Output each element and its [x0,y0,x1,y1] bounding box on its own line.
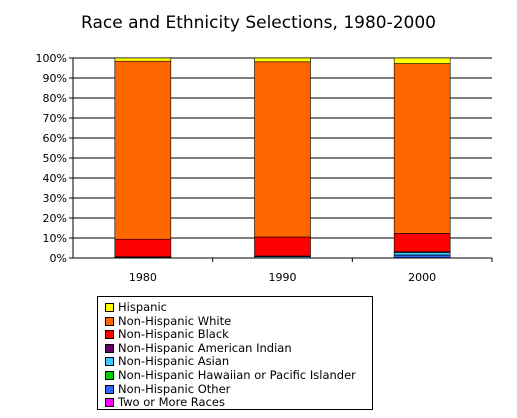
bar-segment [114,57,172,62]
plot-area: 0%10%20%30%40%50%60%70%80%90%100% 1980 19… [36,52,493,284]
legend-swatch [105,316,114,326]
legend-swatch [105,371,114,380]
legend-item: Two or More Races [105,396,225,409]
y-tick-label: 80% [43,92,67,105]
legend-item: Non-Hispanic Hawaiian or Pacific Islande… [105,369,356,382]
legend-swatch [105,398,114,408]
bar-segment [393,254,451,258]
bars [114,57,451,259]
bar-segment [254,57,311,63]
y-tick-label: 40% [43,172,67,185]
bar-segment [393,252,451,256]
legend-label: Non-Hispanic White [118,313,232,328]
y-tick-label: 30% [43,192,67,205]
y-axis-ticks: 0% 10% 20% 30% 40% 50% 60% 70% 80% 90% 100% [36,52,73,265]
axes [72,58,492,259]
x-tick-label: 1990 [269,271,297,284]
legend-swatch [105,303,114,312]
y-tick-label: 0% [50,252,67,265]
y-tick-label: 50% [43,152,67,165]
y-tick-label: 20% [43,212,67,225]
legend-label: Non-Hispanic Hawaiian or Pacific Islande… [118,368,356,382]
bar-segment [114,238,172,258]
bar-segment [393,57,451,64]
legend-item: Non-Hispanic Black [105,328,229,341]
legend-label: Non-Hispanic American Indian [118,340,292,355]
legend-label: Non-Hispanic Black [118,327,229,342]
bar-segment [393,63,451,234]
legend-item: Non-Hispanic White [105,313,232,328]
y-tick-label: 70% [43,112,67,125]
bar-segment [393,233,451,253]
legend-item: Non-Hispanic Other [105,381,231,396]
legend-item: Non-Hispanic American Indian [105,340,292,355]
legend-swatch [105,384,114,394]
y-tick-label: 90% [43,72,67,85]
legend-swatch [105,357,114,367]
chart-title: Race and Ethnicity Selections, 1980-2000 [81,13,436,33]
x-tick-label: 2000 [408,271,436,284]
y-tick-label: 60% [43,132,67,145]
legend-item: Hispanic [105,301,167,314]
legend-swatch [105,343,114,353]
bar-segment [114,60,172,240]
legend-item: Non-Hispanic Asian [105,355,229,368]
legend-label: Hispanic [118,300,167,314]
y-tick-label: 10% [43,232,67,245]
bar-segment [254,61,311,238]
legend-label: Non-Hispanic Asian [118,354,230,369]
x-tick-label: 1980 [129,271,157,284]
legend-label: Non-Hispanic Other [118,381,231,396]
bar-segment [254,236,311,257]
legend-label: Two or More Races [118,395,225,410]
legend-swatch [105,330,114,340]
x-axis-ticks: 1980 1990 2000 [129,258,493,284]
y-tick-label: 100% [36,52,67,65]
legend: Hispanic Non-Hispanic White Non-Hispanic B… [97,296,373,410]
